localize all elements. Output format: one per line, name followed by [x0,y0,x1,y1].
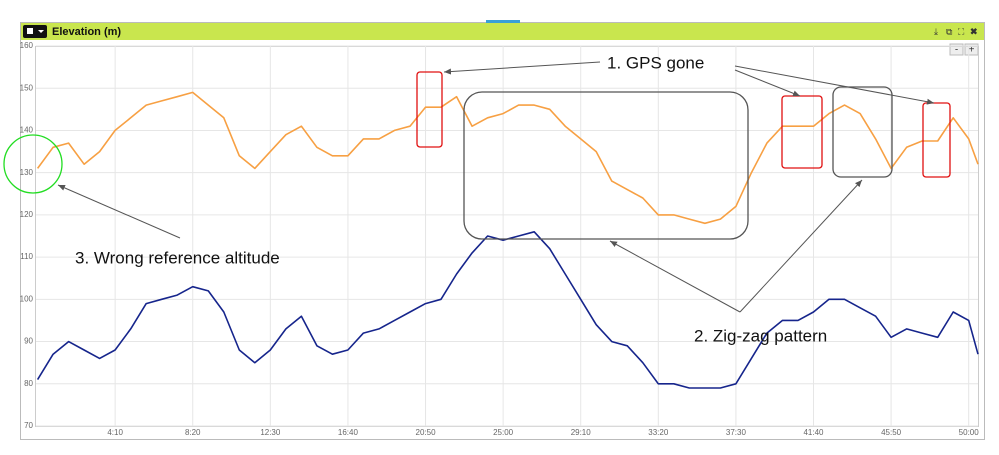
panel-title: Elevation (m) [52,26,121,38]
arrow [609,240,741,313]
popout-icon[interactable]: ⧉ [946,26,953,36]
x-tick-label: 33:20 [648,428,669,437]
annotation: 1. GPS gone [607,53,704,72]
window-controls: ⤓ ⧉ ⛶ ✖ [934,26,978,36]
y-tick-label: 140 [20,126,34,135]
arrow [443,61,601,75]
y-tick-label: 150 [20,83,34,92]
x-tick-label: 20:50 [416,428,437,437]
x-tick-label: 37:30 [726,428,747,437]
menu-button[interactable] [23,25,47,38]
x-tick-label: 25:00 [493,428,514,437]
y-tick-label: 100 [20,294,34,303]
zigzag-box [463,91,749,240]
y-tick-label: 160 [20,41,34,50]
reference-circle [3,134,63,194]
x-tick-label: 4:10 [107,428,123,437]
plot: 70 80 90 100 110 120 130 140 150 160 4:10 8:20 12:30… [20,41,980,437]
zoom-out-button[interactable] [949,43,964,56]
gps-box [416,71,443,148]
gps-box [781,95,823,169]
zigzag-box [832,86,893,178]
y-tick-label: 120 [20,210,34,219]
annotation: 2. Zig-zag pattern [694,326,827,345]
annotation-shapes [3,71,951,240]
y-tick-label: 70 [24,421,33,430]
series-line [36,231,979,389]
x-tick-label: 12:30 [260,428,281,437]
drag-handle [486,20,520,23]
annotation-arrows [57,61,935,313]
arrow [739,179,863,313]
x-tick-label: 45:50 [881,428,902,437]
x-tick-label: 50:00 [959,428,980,437]
x-tick-label: 8:20 [185,428,201,437]
zoom-out-label: - [955,45,958,56]
download-icon[interactable]: ⤓ [934,26,938,36]
arrow [734,69,801,97]
zoom-in-label: + [969,45,975,56]
x-tick-label: 16:40 [338,428,359,437]
gps-box [922,102,951,178]
panel-header [21,23,984,40]
arrow [734,65,935,105]
fullscreen-icon[interactable]: ⛶ [957,26,965,36]
menu-icon [27,28,33,34]
annotation: 3. Wrong reference altitude [75,248,280,267]
series-line [36,91,979,225]
arrow [57,184,181,239]
close-icon[interactable]: ✖ [970,26,978,36]
x-tick-label: 41:40 [803,428,824,437]
y-tick-label: 80 [24,379,33,388]
y-tick-label: 130 [20,168,34,177]
y-tick-label: 90 [24,337,33,346]
menu-caret [38,30,44,33]
y-tick-label: 110 [20,252,33,261]
x-tick-label: 29:10 [571,428,592,437]
